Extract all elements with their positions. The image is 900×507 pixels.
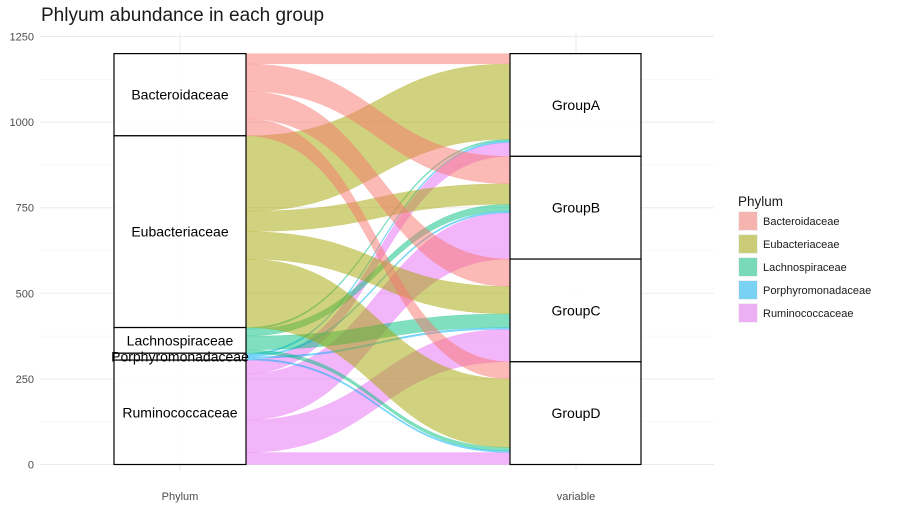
legend-label-bacteroidaceae: Bacteroidaceae <box>763 216 839 228</box>
stratum-groupb <box>509 155 642 260</box>
x-tick-phylum: Phylum <box>162 491 199 503</box>
stratum-lachnospiraceae <box>113 326 247 354</box>
stratum-groupc <box>509 258 642 363</box>
y-tick-label: 0 <box>28 460 34 472</box>
stratum-label-bacteroidaceae: Bacteroidaceae <box>131 87 229 103</box>
stratum-label-groupc: GroupC <box>551 302 600 318</box>
y-tick-label: 1250 <box>10 32 34 44</box>
stratum-label-groupa: GroupA <box>552 97 601 113</box>
stratum-label-ruminococcaceae: Ruminococcaceae <box>122 404 237 420</box>
y-tick-label: 1000 <box>10 117 34 129</box>
legend-label-eubacteriaceae: Eubacteriaceae <box>763 239 839 251</box>
stratum-label-groupd: GroupD <box>551 405 600 421</box>
flow-ruminococcaceae-groupd <box>245 452 511 465</box>
legend-key-lachnospiraceae <box>739 258 757 276</box>
legend-key-porphyromonadaceae <box>739 281 757 299</box>
stratum-label-porphyromonadaceae: Porphyromonadaceae <box>111 349 249 365</box>
legend-label-ruminococcaceae: Ruminococcaceae <box>763 308 854 320</box>
stratum-label-groupb: GroupB <box>552 200 600 216</box>
y-axis: 0 250 500 750 1000 1250 <box>10 32 34 472</box>
flow-layer <box>245 53 511 465</box>
stratum-label-eubacteriaceae: Eubacteriaceae <box>131 224 229 240</box>
stratum-eubacteriaceae <box>113 135 247 329</box>
legend: Phylum Bacteroidaceae Eubacteriaceae Lachn… <box>738 194 871 323</box>
stratum-bacteroidaceae <box>113 53 247 137</box>
legend-label-porphyromonadaceae: Porphyromonadaceae <box>763 285 871 297</box>
y-tick-label: 500 <box>16 288 34 300</box>
x-tick-variable: variable <box>557 491 596 503</box>
legend-key-bacteroidaceae <box>739 212 757 230</box>
flow-bacteroidaceae-groupa <box>245 53 511 65</box>
stratum-label-lachnospiraceae: Lachnospiraceae <box>127 332 234 348</box>
legend-label-lachnospiraceae: Lachnospiraceae <box>763 262 847 274</box>
stratum-layer: Bacteroidaceae Eubacteriaceae Lachnospirac… <box>111 53 642 466</box>
y-tick-label: 750 <box>16 203 34 215</box>
chart-title: Phlyum abundance in each group <box>41 5 324 26</box>
stratum-ruminococcaceae <box>113 359 247 466</box>
legend-key-eubacteriaceae <box>739 235 757 253</box>
legend-key-ruminococcaceae <box>739 304 757 322</box>
stratum-groupa <box>509 53 642 157</box>
stratum-groupd <box>509 361 642 466</box>
legend-title: Phylum <box>738 194 783 209</box>
y-tick-label: 250 <box>16 374 34 386</box>
